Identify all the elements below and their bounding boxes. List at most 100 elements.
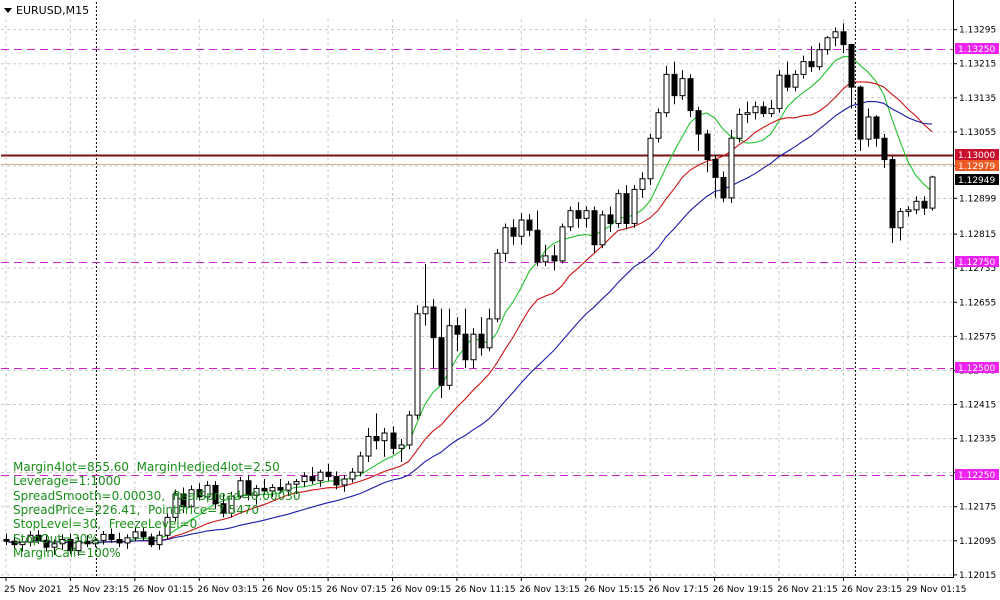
candle-body-bear xyxy=(67,539,74,552)
candle xyxy=(381,427,388,457)
candle-body-bull xyxy=(542,255,549,263)
candle-body-bear xyxy=(526,219,533,231)
candle-body-bull xyxy=(494,252,501,320)
candle-body-bull xyxy=(897,211,904,229)
candle xyxy=(840,23,847,54)
candle-body-bull xyxy=(655,112,662,139)
time-tick-label: 26 Nov 15:15 xyxy=(584,585,645,595)
candle xyxy=(156,530,163,550)
candle-body-bull xyxy=(599,214,606,246)
candle xyxy=(309,467,316,485)
candle-body-bull xyxy=(905,209,912,213)
candle xyxy=(526,214,533,237)
candle-body-bull xyxy=(647,137,654,180)
candle xyxy=(269,484,276,497)
info-line: StopOut=30% xyxy=(13,531,99,546)
info-line: MarginCall=100% xyxy=(13,545,121,560)
candle xyxy=(695,106,702,152)
candle xyxy=(599,210,606,249)
candle-body-bull xyxy=(204,484,211,498)
time-tick-label: 26 Nov 09:15 xyxy=(391,585,452,595)
info-line: SpreadPrice=226.41, PointPrice=7.5470 xyxy=(13,502,260,517)
candle xyxy=(92,536,99,548)
candle-body-bull xyxy=(398,444,405,449)
time-tick-label: 26 Nov 17:15 xyxy=(648,585,709,595)
price-tick-label: 1.12415 xyxy=(959,400,996,410)
price-tick-label: 1.12175 xyxy=(959,503,996,513)
time-tick-label: 26 Nov 01:15 xyxy=(133,585,194,595)
candle xyxy=(116,532,123,548)
candle-body-bull xyxy=(381,432,388,442)
candle xyxy=(768,99,775,117)
candle-body-bear xyxy=(857,86,864,140)
candle xyxy=(663,65,670,117)
candle-body-bear xyxy=(848,44,855,88)
candle-body-bull xyxy=(744,112,751,115)
candle-body-bear xyxy=(551,255,558,262)
candle xyxy=(865,108,872,147)
candle xyxy=(897,208,904,241)
candle xyxy=(373,413,380,450)
price-tag-bg xyxy=(955,43,999,54)
candle xyxy=(261,479,268,495)
candle-body-bull xyxy=(19,541,26,546)
candle xyxy=(245,474,252,501)
candles xyxy=(3,23,936,556)
candle xyxy=(615,189,622,228)
chart-grid xyxy=(1,2,953,577)
candle-body-bull xyxy=(752,106,759,114)
candle-body-bull xyxy=(776,74,783,109)
candle xyxy=(237,476,244,499)
price-tick-label: 1.13055 xyxy=(959,128,996,138)
price-tag-bg xyxy=(955,362,999,373)
price-tag-bg xyxy=(955,174,999,185)
candle-body-bear xyxy=(704,133,711,161)
candle-body-bull xyxy=(736,113,743,139)
candle-body-bull xyxy=(293,481,300,485)
ma-slow-line xyxy=(5,101,933,544)
candle-body-bear xyxy=(108,533,115,541)
candle-body-bear xyxy=(840,31,847,46)
candle xyxy=(317,469,324,487)
candle xyxy=(486,308,493,352)
candle-body-bear xyxy=(35,534,42,541)
price-tick-label: 1.12899 xyxy=(959,194,996,204)
candle-body-bear xyxy=(430,306,437,339)
candle-body-bear xyxy=(534,229,541,263)
candle-body-bear xyxy=(245,480,252,496)
candle-body-bull xyxy=(51,543,58,548)
candle xyxy=(728,129,735,204)
info-line: Margin4lot=855.60 MarginHedjed4lot=2.50 xyxy=(13,460,280,474)
candle xyxy=(204,481,211,501)
candle xyxy=(75,536,82,556)
candle xyxy=(140,526,147,541)
time-tick-label: 26 Nov 05:15 xyxy=(262,585,323,595)
chart-menu-arrow-icon[interactable] xyxy=(4,8,12,13)
candle xyxy=(100,530,107,545)
candle xyxy=(679,70,686,100)
candle xyxy=(422,263,429,326)
candle xyxy=(164,513,171,539)
price-tag-level: 1.12500 xyxy=(958,364,995,374)
candle-body-bull xyxy=(559,226,566,262)
candle-body-bull xyxy=(728,137,735,199)
price-tick-label: 1.12655 xyxy=(959,298,996,308)
time-tick-label: 26 Nov 21:15 xyxy=(777,585,838,595)
candle-body-bear xyxy=(196,489,203,498)
candle xyxy=(583,206,590,228)
time-tick-label: 26 Nov 07:15 xyxy=(326,585,387,595)
candle-body-bull xyxy=(615,193,622,224)
candle-body-bull xyxy=(301,475,308,483)
price-axis: 1.132951.132151.131351.130551.129751.128… xyxy=(953,26,999,581)
candle xyxy=(647,134,654,186)
candle xyxy=(720,171,727,203)
candle-body-bull xyxy=(156,534,163,546)
candle xyxy=(414,305,421,420)
candle xyxy=(132,527,139,542)
candle-body-bull xyxy=(865,116,872,140)
candle xyxy=(454,317,461,352)
candle-body-bear xyxy=(373,435,380,442)
candle-body-bull xyxy=(768,107,775,115)
candle-body-bear xyxy=(687,78,694,112)
